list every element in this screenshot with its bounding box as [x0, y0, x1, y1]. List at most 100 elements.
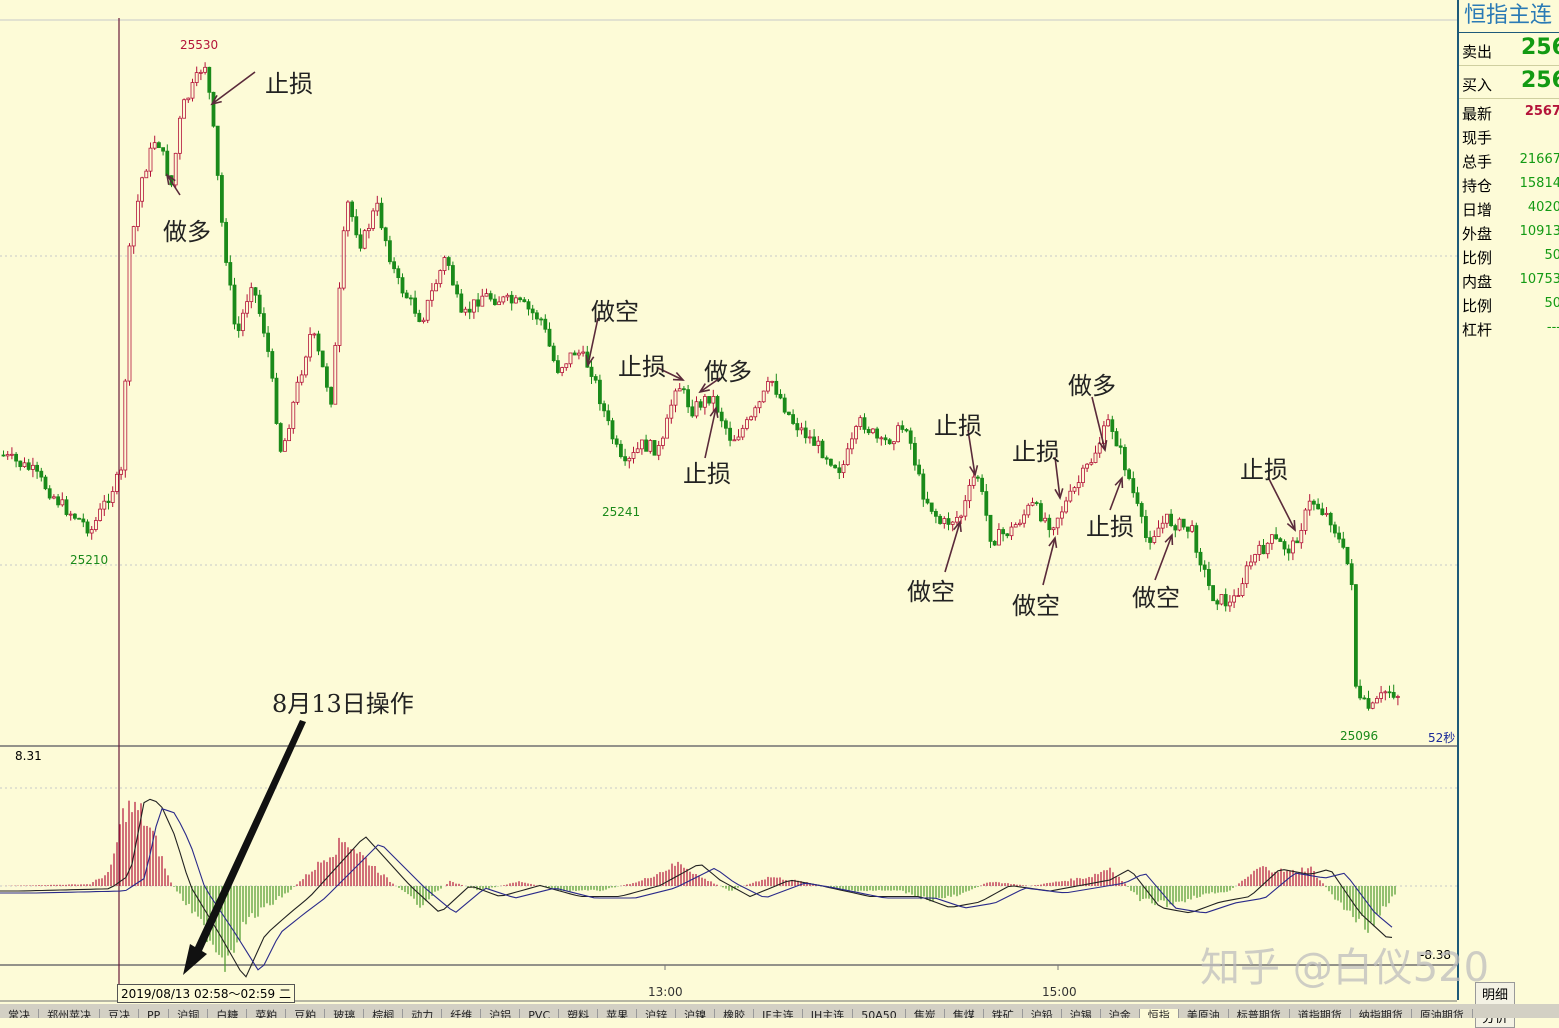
- candle-body: [249, 287, 254, 303]
- bottom-tab[interactable]: 沪铝: [481, 1009, 521, 1018]
- bottom-tab[interactable]: IH主连: [803, 1009, 854, 1018]
- candle-body: [1051, 527, 1056, 531]
- candle-body: [866, 428, 871, 434]
- candle-body: [446, 257, 451, 266]
- candle-body: [257, 294, 262, 314]
- bottom-tab[interactable]: 沪铅: [1023, 1009, 1062, 1018]
- bottom-tab[interactable]: 原油期货: [1412, 1009, 1473, 1018]
- candle-body: [850, 438, 854, 450]
- candle-body: [56, 496, 60, 506]
- bottom-tab[interactable]: 苹果: [598, 1009, 638, 1018]
- candle-body: [455, 284, 460, 295]
- bid-label: 买入: [1462, 76, 1493, 94]
- tab-details[interactable]: 明细: [1475, 982, 1516, 1005]
- bottom-tab[interactable]: 焦炭: [906, 1009, 945, 1018]
- annotation-arrow-head: [585, 355, 595, 368]
- bottom-tab[interactable]: 棕榈: [364, 1009, 404, 1018]
- candle-body: [1278, 538, 1283, 542]
- candle-body: [492, 298, 497, 306]
- candle-body: [135, 200, 140, 227]
- bottom-tab[interactable]: 沪锡: [1062, 1009, 1101, 1018]
- stat-label: 比例: [1462, 297, 1493, 315]
- candle-body: [1219, 594, 1224, 605]
- candle-body: [1354, 584, 1358, 687]
- candle-body: [39, 470, 44, 478]
- candle-body: [992, 540, 997, 546]
- bottom-tab[interactable]: 铁矿: [984, 1009, 1023, 1018]
- candle-body: [988, 514, 993, 542]
- stat-row-outer-ratio: 比例 50: [1459, 243, 1559, 267]
- bottom-tab[interactable]: 玻璃: [325, 1009, 365, 1018]
- stat-row-current-volume: 现手: [1459, 123, 1559, 147]
- candle-body: [442, 257, 447, 271]
- candle-body: [1282, 541, 1287, 550]
- countdown-label: 52秒: [1428, 731, 1456, 745]
- bottom-tab[interactable]: 豆决: [100, 1009, 139, 1018]
- candle-body: [736, 436, 741, 441]
- candle-body: [1005, 533, 1010, 537]
- candle-body: [1064, 500, 1068, 513]
- bottom-tab[interactable]: 美原油: [1179, 1009, 1229, 1018]
- candle-body: [614, 438, 619, 445]
- candle-body: [539, 318, 543, 321]
- annotation-arrow-head: [1054, 488, 1064, 501]
- candle-body: [9, 453, 14, 456]
- annotation-short-4: 做空: [1132, 584, 1180, 612]
- bottom-tab[interactable]: 50A50: [853, 1009, 906, 1018]
- bottom-tab[interactable]: 标普期货: [1229, 1009, 1290, 1018]
- bottom-tab[interactable]: 沪铜: [169, 1009, 209, 1018]
- candle-body: [282, 440, 287, 452]
- bottom-tab[interactable]: 白糖: [208, 1009, 248, 1018]
- candle-body: [1270, 534, 1274, 544]
- candle-body: [925, 498, 930, 504]
- bottom-tab[interactable]: 纳指期货: [1351, 1009, 1412, 1018]
- bottom-tab[interactable]: 常决: [0, 1009, 39, 1018]
- bottom-tab[interactable]: 橡胶: [715, 1009, 755, 1018]
- bottom-tab[interactable]: 动力: [403, 1009, 443, 1018]
- instrument-title[interactable]: 恒指主连: [1459, 0, 1559, 33]
- bottom-tab[interactable]: PVC: [520, 1009, 560, 1018]
- bottom-tab[interactable]: 沪锌: [637, 1009, 677, 1018]
- candle-body: [5, 454, 10, 457]
- candle-body: [1396, 696, 1400, 698]
- bottom-tab[interactable]: IF主连: [754, 1009, 803, 1018]
- stat-label: 杠杆: [1462, 321, 1493, 339]
- bottom-tab[interactable]: 道指期货: [1290, 1009, 1351, 1018]
- candle-body: [887, 439, 892, 445]
- annotation-long-3: 做多: [1068, 372, 1116, 400]
- bottom-tab[interactable]: 纤维: [442, 1009, 482, 1018]
- bottom-tab[interactable]: 菜粕: [247, 1009, 287, 1018]
- candle-body: [1001, 529, 1005, 535]
- chart-area[interactable]: [0, 0, 1457, 1004]
- candle-body: [753, 407, 758, 418]
- annotation-stop-7: 止损: [1240, 456, 1288, 484]
- candle-body: [904, 429, 909, 432]
- candle-body: [892, 441, 896, 445]
- bottom-tab[interactable]: 沪镍: [676, 1009, 716, 1018]
- candle-body: [1018, 522, 1022, 525]
- watermark: 知乎 @白仪520: [1200, 945, 1490, 991]
- annotation-arrow-head: [698, 383, 710, 394]
- candle-body: [14, 453, 19, 462]
- bottom-tab[interactable]: 郑州苹决: [39, 1009, 100, 1018]
- candle-body: [635, 448, 640, 453]
- candle-body: [211, 91, 216, 127]
- candle-body: [858, 417, 863, 427]
- candle-body: [509, 294, 514, 304]
- bottom-tab[interactable]: 塑料: [559, 1009, 599, 1018]
- candle-body: [648, 440, 653, 452]
- bottom-tab[interactable]: PP: [139, 1009, 170, 1018]
- bottom-tab[interactable]: 豆粕: [286, 1009, 326, 1018]
- annotation-arrow-line: [1091, 396, 1106, 451]
- bottom-tab[interactable]: 恒指: [1139, 1009, 1179, 1018]
- candle-body: [829, 458, 833, 466]
- candle-body: [43, 476, 48, 490]
- bottom-tab[interactable]: 沪金: [1101, 1009, 1140, 1018]
- candle-body: [1257, 544, 1262, 555]
- candle-body: [1013, 524, 1018, 528]
- bottom-tab[interactable]: 焦煤: [945, 1009, 984, 1018]
- candle-body: [1173, 525, 1178, 531]
- candle-body: [799, 427, 804, 431]
- annotation-arrow-line: [166, 174, 181, 196]
- stat-value: 4020: [1527, 200, 1559, 215]
